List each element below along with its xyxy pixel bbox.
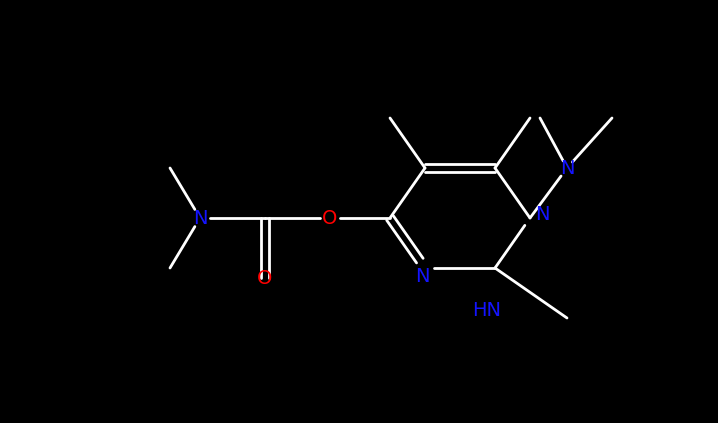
Text: O: O [257,269,273,288]
Text: N: N [535,204,549,223]
Text: N: N [560,159,574,178]
Text: N: N [415,266,429,286]
Text: N: N [192,209,208,228]
Text: O: O [322,209,337,228]
Text: HN: HN [472,300,501,319]
